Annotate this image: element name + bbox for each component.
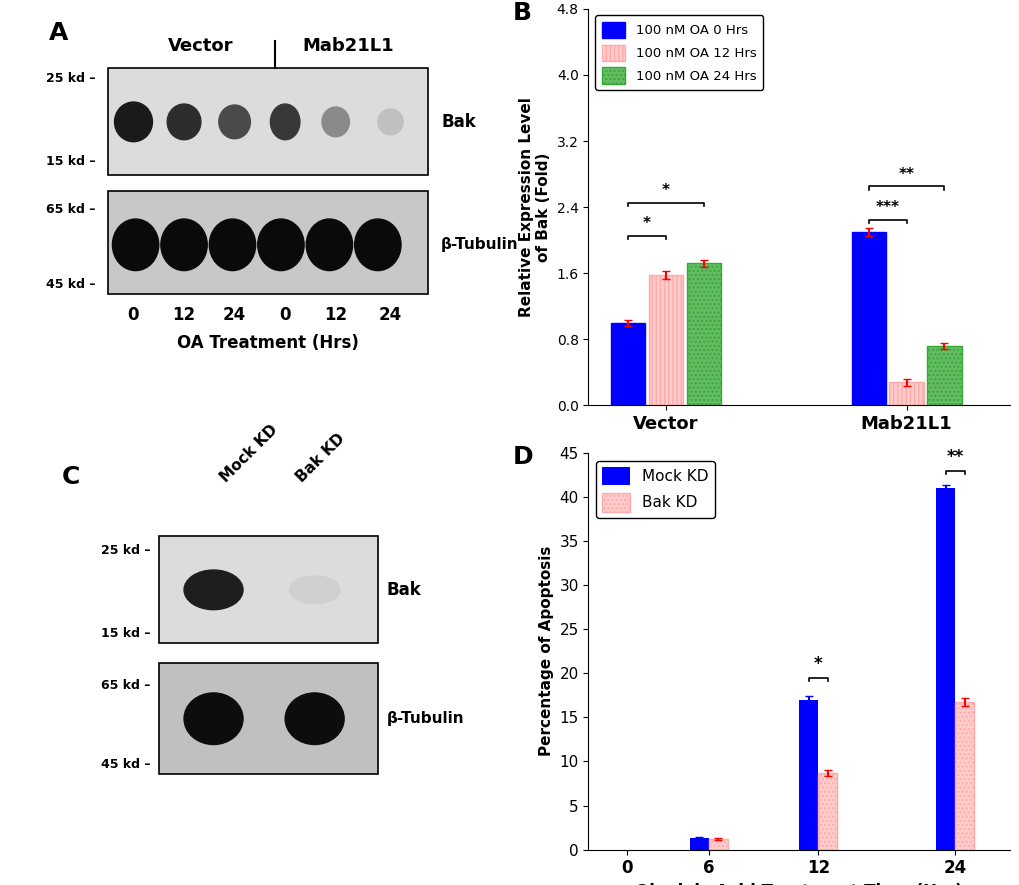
Legend: 100 nM OA 0 Hrs, 100 nM OA 12 Hrs, 100 nM OA 24 Hrs: 100 nM OA 0 Hrs, 100 nM OA 12 Hrs, 100 n… <box>594 15 762 90</box>
Bar <box>851 232 886 405</box>
Text: 24: 24 <box>223 306 246 324</box>
Ellipse shape <box>183 693 243 744</box>
Bar <box>935 489 954 850</box>
Ellipse shape <box>377 109 403 135</box>
Text: 0: 0 <box>127 306 140 324</box>
Text: β-Tubulin: β-Tubulin <box>386 712 464 727</box>
Bar <box>610 323 645 405</box>
Text: 12: 12 <box>172 306 196 324</box>
Text: *: * <box>661 183 669 198</box>
Ellipse shape <box>322 107 350 137</box>
Text: *: * <box>813 655 821 673</box>
Ellipse shape <box>161 219 207 271</box>
Text: Bak: Bak <box>386 581 421 599</box>
Text: 24: 24 <box>378 306 401 324</box>
X-axis label: Okadaic Acid Treatment Time (Hrs): Okadaic Acid Treatment Time (Hrs) <box>635 883 962 885</box>
Text: B: B <box>513 1 531 25</box>
Ellipse shape <box>112 219 159 271</box>
Text: 15 kd –: 15 kd – <box>101 627 150 640</box>
Text: **: ** <box>946 448 963 466</box>
Text: 0: 0 <box>279 306 290 324</box>
Text: A: A <box>49 20 68 45</box>
Bar <box>689 838 708 850</box>
Text: C: C <box>62 465 81 489</box>
Text: 65 kd –: 65 kd – <box>46 203 96 216</box>
Bar <box>889 382 923 405</box>
Bar <box>926 346 961 405</box>
Ellipse shape <box>167 104 201 140</box>
Ellipse shape <box>209 219 256 271</box>
Text: Vector: Vector <box>168 36 233 55</box>
Bar <box>648 275 683 405</box>
Ellipse shape <box>219 105 250 139</box>
FancyBboxPatch shape <box>108 68 428 175</box>
FancyBboxPatch shape <box>159 663 377 774</box>
FancyBboxPatch shape <box>108 191 428 295</box>
Text: OA Treatment (Hrs): OA Treatment (Hrs) <box>177 334 359 352</box>
Ellipse shape <box>289 576 339 604</box>
Ellipse shape <box>285 693 343 744</box>
Text: D: D <box>513 445 533 469</box>
FancyBboxPatch shape <box>159 536 377 643</box>
Bar <box>954 703 973 850</box>
Ellipse shape <box>183 570 243 610</box>
Y-axis label: Percentage of Apoptosis: Percentage of Apoptosis <box>538 546 553 757</box>
Ellipse shape <box>270 104 300 140</box>
Text: β-Tubulin: β-Tubulin <box>440 237 518 252</box>
Text: Bak: Bak <box>440 113 475 131</box>
Text: 15 kd –: 15 kd – <box>46 155 96 168</box>
Text: 65 kd –: 65 kd – <box>101 679 150 691</box>
Bar <box>798 700 817 850</box>
Text: 25 kd –: 25 kd – <box>101 543 150 557</box>
Y-axis label: Relative Expression Level
of Bak (Fold): Relative Expression Level of Bak (Fold) <box>519 97 550 317</box>
Ellipse shape <box>114 102 152 142</box>
Text: ***: *** <box>875 200 899 214</box>
Text: **: ** <box>898 166 914 181</box>
Bar <box>817 773 837 850</box>
Text: 45 kd –: 45 kd – <box>46 278 96 291</box>
Text: 12: 12 <box>324 306 346 324</box>
Text: 25 kd –: 25 kd – <box>46 72 96 85</box>
Legend: Mock KD, Bak KD: Mock KD, Bak KD <box>595 461 714 518</box>
Text: Mab21L1: Mab21L1 <box>303 36 393 55</box>
Ellipse shape <box>258 219 304 271</box>
Bar <box>708 839 728 850</box>
Ellipse shape <box>306 219 353 271</box>
Text: Bak KD: Bak KD <box>293 430 347 485</box>
Text: *: * <box>642 216 650 231</box>
Text: Mock KD: Mock KD <box>217 421 280 485</box>
Text: 45 kd –: 45 kd – <box>101 758 150 771</box>
Ellipse shape <box>355 219 400 271</box>
Bar <box>686 264 720 405</box>
